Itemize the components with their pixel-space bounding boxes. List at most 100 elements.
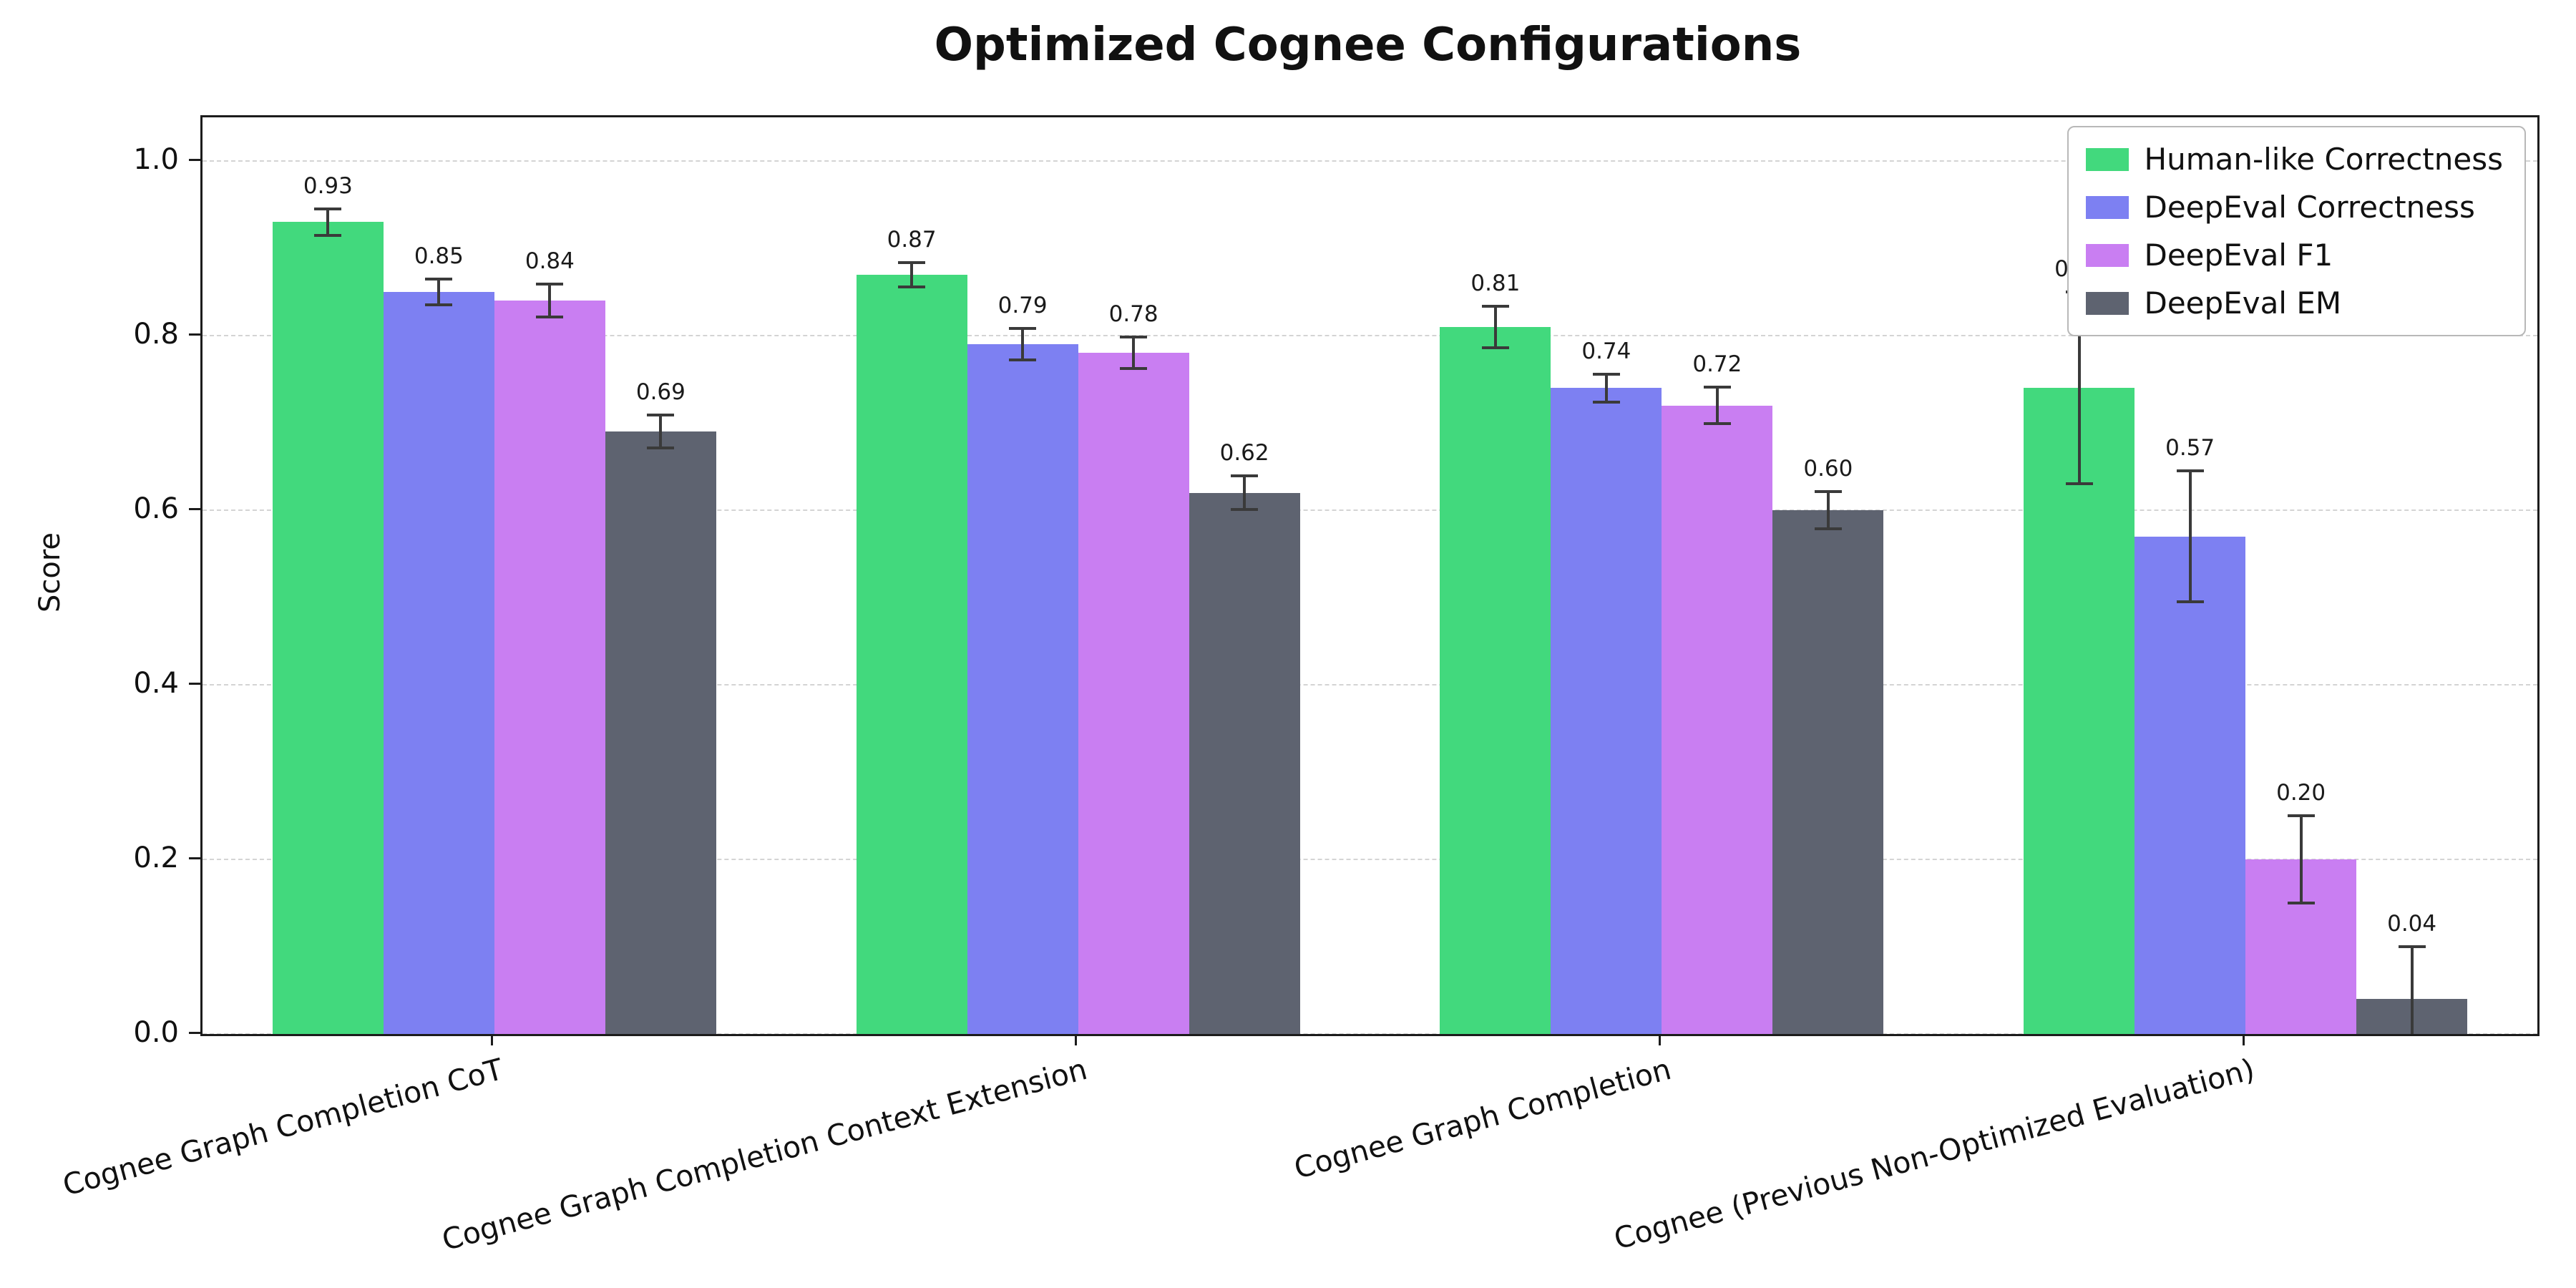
error-bar-cap-top: [314, 208, 342, 211]
bar-value-label: 0.20: [2276, 780, 2326, 806]
bar: [856, 274, 967, 1034]
error-bar: [1021, 328, 1025, 361]
bar-value-label: 0.04: [2387, 911, 2437, 937]
error-bar-cap-bottom: [1231, 507, 1259, 511]
x-tick-label: Cognee Graph Completion: [1290, 1052, 1674, 1186]
error-bar: [2077, 292, 2081, 484]
error-bar-cap-bottom: [314, 233, 342, 237]
y-tick-label: 0.8: [133, 318, 179, 351]
y-tick-mark: [189, 1032, 200, 1034]
bar: [1551, 388, 1662, 1034]
y-tick-mark: [189, 333, 200, 336]
y-tick-mark: [189, 159, 200, 161]
bar: [605, 431, 716, 1034]
error-bar-cap-bottom: [1703, 422, 1731, 426]
error-bar: [1243, 476, 1246, 509]
error-bar-cap-bottom: [2287, 902, 2315, 904]
legend-label: DeepEval Correctness: [2144, 190, 2475, 225]
gridline: [203, 1033, 2537, 1034]
error-bar: [1604, 374, 1608, 402]
error-bar-cap-bottom: [1009, 358, 1037, 362]
x-tick-mark: [2242, 1034, 2245, 1045]
bar: [494, 301, 605, 1034]
bar-value-label: 0.69: [635, 379, 686, 406]
bar-value-label: 0.81: [1470, 270, 1521, 296]
legend-swatch: [2085, 243, 2129, 267]
error-bar-cap-bottom: [425, 303, 453, 307]
error-bar-cap-top: [647, 414, 675, 417]
error-bar: [1826, 492, 1830, 529]
gridline: [203, 335, 2537, 336]
chart-title: Optimized Cognee Configurations: [934, 19, 1802, 72]
error-bar-cap-top: [1231, 474, 1259, 478]
error-bar-cap-bottom: [1481, 346, 1509, 350]
bar: [1772, 510, 1884, 1034]
legend: Human-like Correctness DeepEval Correctne…: [2067, 126, 2526, 336]
bar-value-label: 0.93: [303, 173, 353, 200]
bar-value-label: 0.62: [1219, 440, 1269, 467]
error-bar: [2299, 816, 2303, 903]
error-bar-cap-bottom: [1120, 367, 1148, 371]
x-tick-mark: [1658, 1034, 1661, 1045]
error-bar-cap-top: [1481, 304, 1509, 308]
error-bar: [659, 415, 663, 449]
y-tick-label: 0.4: [133, 667, 179, 700]
bar: [967, 344, 1078, 1034]
y-tick-label: 0.0: [133, 1016, 179, 1049]
legend-label: DeepEval EM: [2144, 286, 2342, 321]
legend-swatch: [2085, 291, 2129, 315]
bar: [1662, 405, 1773, 1034]
error-bar-cap-bottom: [1814, 527, 1842, 530]
legend-item: DeepEval Correctness: [2085, 190, 2504, 225]
bar-value-label: 0.84: [525, 248, 575, 275]
error-bar-cap-top: [2176, 469, 2204, 473]
bar: [383, 292, 494, 1034]
error-bar-cap-bottom: [647, 447, 675, 450]
error-bar: [1715, 386, 1719, 424]
bar-value-label: 0.87: [887, 226, 937, 253]
y-axis-label: Score: [34, 532, 67, 613]
x-tick-mark: [491, 1034, 494, 1045]
gridline: [203, 509, 2537, 511]
y-tick-label: 0.6: [133, 492, 179, 525]
error-bar-cap-top: [536, 283, 564, 286]
legend-swatch: [2085, 195, 2129, 219]
error-bar: [326, 209, 330, 235]
error-bar-cap-top: [1120, 336, 1148, 339]
error-bar-cap-top: [2398, 945, 2426, 948]
bar-value-label: 0.60: [1803, 456, 1853, 482]
error-bar-cap-bottom: [898, 285, 926, 288]
error-bar-cap-bottom: [1592, 400, 1620, 404]
error-bar-cap-bottom: [2065, 482, 2093, 486]
bar: [1189, 492, 1300, 1034]
error-bar-cap-top: [1814, 490, 1842, 494]
error-bar: [1493, 306, 1497, 348]
y-tick-mark: [189, 857, 200, 859]
error-bar: [2188, 471, 2192, 602]
error-bar-cap-top: [1009, 327, 1037, 331]
y-tick-mark: [189, 508, 200, 510]
gridline: [203, 684, 2537, 686]
x-tick-mark: [1075, 1034, 1078, 1045]
y-tick-label: 0.2: [133, 841, 179, 874]
error-bar: [910, 262, 914, 287]
bar-value-label: 0.57: [2165, 435, 2215, 462]
legend-label: Human-like Correctness: [2144, 142, 2504, 177]
y-tick-label: 1.0: [133, 143, 179, 176]
bar: [1440, 326, 1551, 1034]
error-bar-cap-top: [425, 277, 453, 280]
bar: [2135, 536, 2246, 1034]
legend-item: DeepEval EM: [2085, 286, 2504, 321]
legend-item: Human-like Correctness: [2085, 142, 2504, 177]
gridline: [203, 859, 2537, 860]
legend-item: DeepEval F1: [2085, 238, 2504, 273]
error-bar-cap-bottom: [2176, 600, 2204, 604]
bar-value-label: 0.85: [414, 243, 464, 269]
bar-value-label: 0.78: [1108, 301, 1158, 328]
error-bar-cap-bottom: [536, 316, 564, 319]
legend-swatch: [2085, 147, 2129, 171]
error-bar: [437, 278, 441, 306]
x-tick-label: Cognee Graph Completion Context Extensio…: [438, 1052, 1091, 1258]
error-bar-cap-top: [1592, 372, 1620, 376]
